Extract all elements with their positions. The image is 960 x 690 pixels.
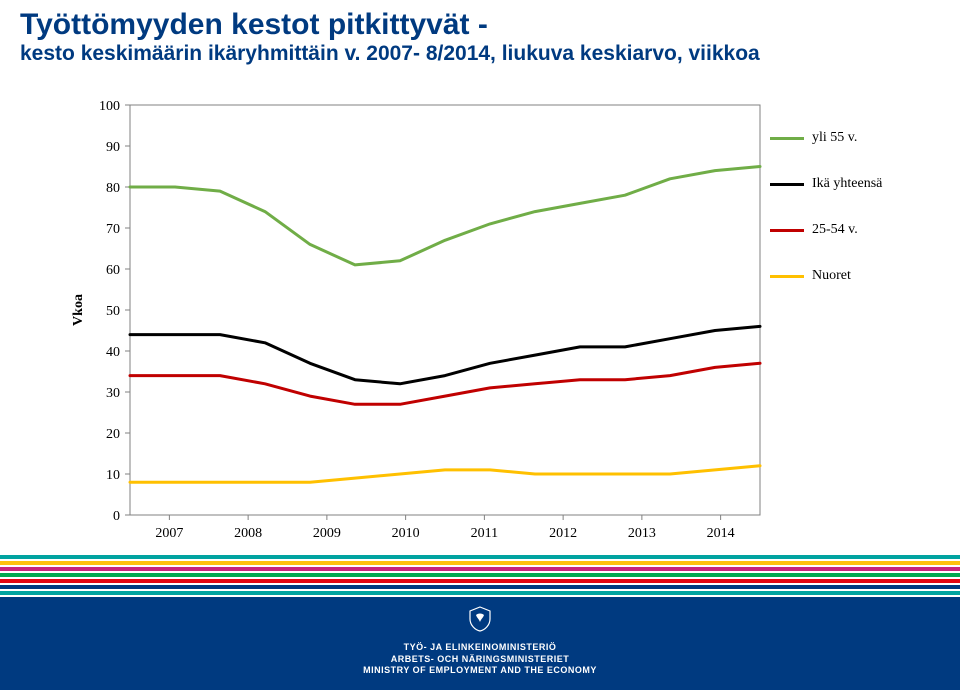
legend-swatch [770, 229, 804, 232]
footer-text: TYÖ- JA ELINKEINOMINISTERIÖARBETS- OCH N… [0, 642, 960, 676]
legend-label: 25-54 v. [812, 222, 858, 238]
svg-text:2010: 2010 [392, 526, 420, 541]
chart: 0 10 20 30 40 50 60 70 80 90 100 2007 2008 2009 2010 20… [60, 95, 880, 555]
footer-line: TYÖ- JA ELINKEINOMINISTERIÖ [0, 642, 960, 653]
svg-text:40: 40 [106, 345, 120, 360]
footer-bar: TYÖ- JA ELINKEINOMINISTERIÖARBETS- OCH N… [0, 597, 960, 690]
legend-item: Nuoret [770, 268, 882, 284]
svg-text:50: 50 [106, 304, 120, 319]
svg-text:2009: 2009 [313, 526, 341, 541]
svg-text:0: 0 [113, 509, 120, 524]
title-main: Työttömyyden kestot pitkittyvät - [20, 8, 940, 42]
svg-text:2007: 2007 [155, 526, 183, 541]
legend-item: 25-54 v. [770, 222, 882, 238]
svg-text:10: 10 [106, 468, 120, 483]
chart-svg: 0 10 20 30 40 50 60 70 80 90 100 2007 2008 2009 2010 20… [60, 95, 880, 555]
legend-label: Ikä yhteensä [812, 176, 882, 192]
footer-stripe [0, 579, 960, 583]
legend-item: yli 55 v. [770, 130, 882, 146]
legend-item: Ikä yhteensä [770, 176, 882, 192]
svg-text:70: 70 [106, 222, 120, 237]
legend-swatch [770, 137, 804, 140]
svg-text:2012: 2012 [549, 526, 577, 541]
svg-text:2008: 2008 [234, 526, 262, 541]
title-sub: kesto keskimäärin ikäryhmittäin v. 2007-… [20, 42, 940, 66]
legend: yli 55 v. Ikä yhteensä 25-54 v. Nuoret [770, 130, 882, 286]
svg-text:80: 80 [106, 181, 120, 196]
footer-stripe [0, 585, 960, 589]
legend-swatch [770, 183, 804, 186]
svg-text:2013: 2013 [628, 526, 656, 541]
footer-line: ARBETS- OCH NÄRINGSMINISTERIET [0, 654, 960, 665]
legend-swatch [770, 275, 804, 278]
footer-stripes [0, 555, 960, 597]
title-block: Työttömyyden kestot pitkittyvät - kesto … [20, 8, 940, 66]
footer-stripe [0, 567, 960, 571]
svg-text:30: 30 [106, 386, 120, 401]
legend-label: yli 55 v. [812, 130, 857, 146]
footer-stripe [0, 591, 960, 595]
svg-text:100: 100 [99, 99, 120, 114]
footer-stripe [0, 561, 960, 565]
footer-line: MINISTRY OF EMPLOYMENT AND THE ECONOMY [0, 665, 960, 676]
svg-text:60: 60 [106, 263, 120, 278]
svg-text:Vkoa: Vkoa [71, 294, 86, 326]
footer: TYÖ- JA ELINKEINOMINISTERIÖARBETS- OCH N… [0, 555, 960, 690]
page: { "title_main": "Työttömyyden kestot pit… [0, 0, 960, 690]
svg-text:2011: 2011 [471, 526, 498, 541]
footer-stripe [0, 555, 960, 559]
footer-stripe [0, 573, 960, 577]
crest-icon [0, 605, 960, 638]
legend-label: Nuoret [812, 268, 851, 284]
svg-text:2014: 2014 [707, 526, 735, 541]
svg-text:20: 20 [106, 427, 120, 442]
svg-text:90: 90 [106, 140, 120, 155]
